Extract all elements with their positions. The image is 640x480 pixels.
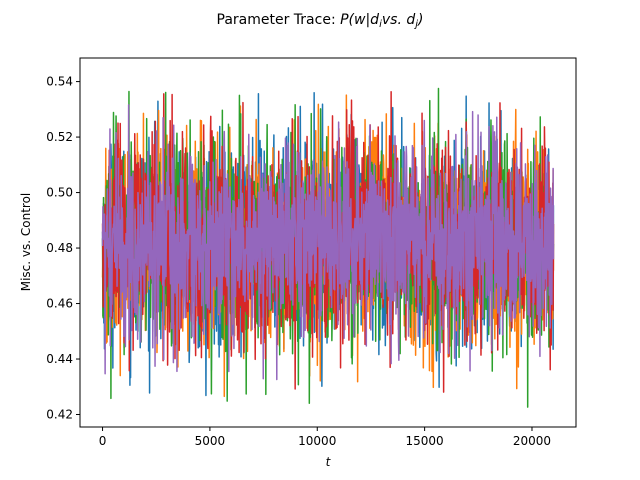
x-axis: 0 5000 10000 15000 20000 — [99, 427, 551, 448]
y-tick-label: 0.48 — [46, 241, 73, 255]
y-tick-label: 0.44 — [46, 352, 73, 366]
y-tick-label: 0.50 — [46, 186, 73, 200]
chart-title-math-mid: vs. d — [382, 12, 415, 28]
x-tick-label: 10000 — [298, 434, 336, 448]
chart-title-math: P(w|d — [340, 12, 379, 28]
x-tick-label: 20000 — [513, 434, 551, 448]
x-tick-label: 5000 — [195, 434, 226, 448]
series-layer — [101, 87, 555, 408]
y-axis-label: Misc. vs. Control — [19, 193, 33, 292]
plot-area — [79, 57, 577, 428]
y-tick-label: 0.54 — [46, 75, 73, 89]
chart-title: Parameter Trace: P(w|divs. dj) — [217, 12, 424, 30]
y-tick-label: 0.46 — [46, 297, 73, 311]
chart-title-prefix: Parameter Trace: — [217, 12, 341, 28]
plot-frame — [79, 57, 577, 428]
y-tick-label: 0.42 — [46, 408, 73, 422]
series-line-5 — [101, 104, 555, 381]
chart-title-sub-i: i — [379, 19, 382, 30]
x-axis-label: t — [326, 455, 332, 469]
chart-title-math-end: ) — [417, 12, 423, 28]
x-tick-label: 15000 — [406, 434, 444, 448]
y-tick-label: 0.52 — [46, 130, 73, 144]
chart-title-sub-j: j — [413, 19, 418, 30]
y-axis: 0.42 0.44 0.46 0.48 0.50 0.52 0.54 — [46, 75, 80, 422]
x-tick-label: 0 — [99, 434, 107, 448]
